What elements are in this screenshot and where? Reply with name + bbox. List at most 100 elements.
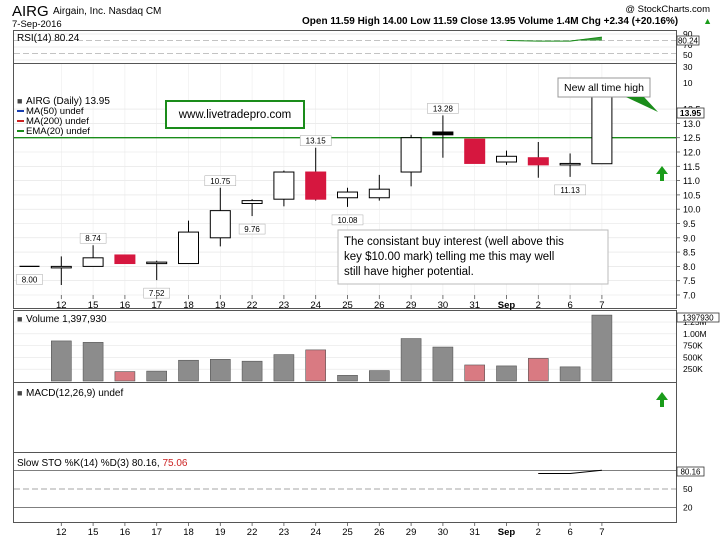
sto-value-text: 80.16 (680, 468, 701, 477)
price-value-label: 13.28 (433, 104, 454, 113)
price-value-label-box (331, 214, 364, 226)
volume-bar (82, 342, 104, 382)
x-tick-label: 26 (374, 300, 385, 311)
x-tick-label: 2 (536, 527, 541, 538)
rsi-label: RSI(14) 80.24 (17, 33, 80, 44)
sto-label: Slow STO %K(14) %D(3) 80.16, 75.06 (17, 458, 188, 469)
volume-tick-label: 750K (683, 341, 703, 351)
ath-callout-pointer (626, 97, 658, 112)
ath-callout-text: New all time high (564, 82, 644, 94)
candle (432, 115, 454, 158)
volume-bar (305, 349, 327, 382)
candle-body (527, 157, 549, 166)
volume-value-text: 1397930 (682, 314, 714, 323)
x-tick-label: 18 (183, 527, 194, 538)
x-tick-label: 24 (310, 527, 321, 538)
x-tick-label: 25 (342, 527, 353, 538)
rsi-tick-label: 50 (683, 50, 693, 60)
x-tick-label: 12 (56, 300, 67, 311)
chart-date: 7-Sep-2016 (12, 19, 62, 30)
x-tick-label: 24 (310, 300, 321, 311)
watermark: @ StockCharts.com (625, 4, 710, 15)
website-text: www.livetradepro.com (178, 109, 291, 121)
candle-body (368, 188, 390, 199)
price-value-label: 8.00 (22, 275, 38, 284)
volume-bar (241, 360, 263, 382)
candle (591, 94, 613, 165)
price-value-label: 8.74 (85, 234, 101, 243)
macd-legend-bullet: ■ (17, 388, 22, 398)
x-tick-label: 29 (406, 300, 417, 311)
candle (146, 260, 168, 281)
volume-label: Volume 1,397,930 (26, 314, 107, 325)
volume-bar (50, 340, 72, 382)
candle-body (559, 162, 581, 166)
legend-item: MA(50) undef (26, 106, 84, 117)
volume-bar (591, 314, 613, 382)
volume-tick-label: 1.00M (683, 329, 707, 339)
volume-bar (178, 359, 199, 382)
up-arrow-icon (656, 392, 668, 407)
volume-bar (527, 358, 549, 382)
rsi-value-text: 80.24 (678, 37, 699, 46)
candle-body (432, 131, 454, 136)
candle (559, 153, 581, 177)
volume-bar (559, 366, 581, 382)
price-tick-label: 12.0 (683, 148, 701, 158)
x-tick-label: 6 (567, 527, 572, 538)
price-value-label: 9.76 (244, 225, 260, 234)
candle (273, 170, 295, 207)
price-legend: ■ AIRG (Daily) 13.95 MA(50) undefMA(200)… (17, 96, 110, 137)
candle-body (591, 95, 613, 165)
price-tick-label: 7.5 (683, 276, 696, 286)
price-value-label: 10.75 (210, 177, 231, 186)
candle-body (496, 155, 517, 163)
up-arrow-icon: ▲ (703, 16, 712, 26)
last-price-badge (676, 107, 705, 119)
candle (337, 187, 358, 207)
legend-item: EMA(20) undef (26, 126, 90, 137)
volume-value-badge (676, 312, 720, 323)
x-tick-label: 22 (247, 527, 258, 538)
x-tick-label: 15 (88, 300, 99, 311)
x-tick-label: 22 (247, 300, 258, 311)
x-tick-label: 23 (279, 527, 290, 538)
x-tick-label: 16 (120, 300, 131, 311)
price-value-label: 13.15 (306, 137, 327, 146)
volume-bar (368, 370, 390, 382)
x-tick-label: 2 (536, 300, 541, 311)
x-tick-label: 7 (599, 300, 604, 311)
candle (114, 254, 136, 265)
up-arrow-icon (656, 166, 668, 181)
sto-panel (13, 452, 677, 523)
volume-legend-bullet: ■ (17, 314, 22, 324)
x-tick-label: 17 (151, 300, 162, 311)
x-tick-label: 15 (88, 527, 99, 538)
candle-body (114, 254, 136, 265)
ohlc-summary: Open 11.59 High 14.00 Low 11.59 Close 13… (302, 16, 678, 27)
price-tick-label: 8.0 (683, 262, 696, 272)
price-value-label-box (238, 223, 266, 235)
volume-bar (114, 371, 136, 382)
volume-bar (273, 354, 295, 382)
x-tick-label: 16 (120, 527, 131, 538)
candle (82, 245, 104, 267)
price-tick-label: 10.0 (683, 205, 701, 215)
x-tick-label: 30 (438, 300, 449, 311)
price-panel (13, 63, 677, 309)
price-tick-label: 9.5 (683, 219, 696, 229)
price-value-label-box (16, 274, 43, 285)
annotation-box (337, 229, 609, 285)
price-tick-label: 11.5 (683, 162, 700, 172)
candle (209, 187, 231, 247)
x-tick-label: 6 (567, 300, 572, 311)
price-value-label: 10.08 (337, 216, 358, 225)
price-value-label-box (299, 135, 332, 146)
x-tick-label: 17 (151, 527, 162, 538)
x-tick-label: 19 (215, 300, 226, 311)
annotation-text: The consistant buy interest (well above … (344, 236, 567, 278)
candle (527, 141, 549, 178)
candle (464, 138, 486, 164)
price-tick-label: 12.5 (683, 133, 701, 143)
x-tick-label: 26 (374, 527, 385, 538)
